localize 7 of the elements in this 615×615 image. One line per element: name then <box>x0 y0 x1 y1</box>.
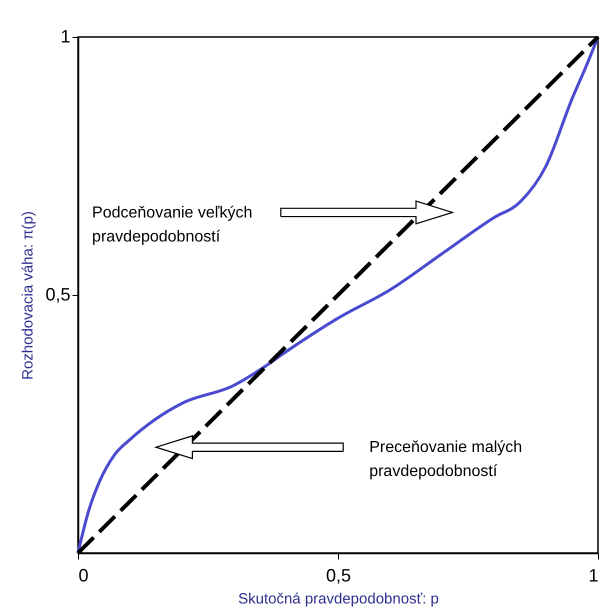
x-axis-title: Skutočná pravdepodobnosť: p <box>238 590 439 608</box>
annotation: Preceňovanie malých pravdepodobností <box>369 439 522 480</box>
x-tick-label: 0,5 <box>326 566 352 586</box>
x-tick-label: 0 <box>78 566 89 586</box>
x-tick-label: 1 <box>588 566 598 586</box>
annotation: Podceňovanie veľkých pravdepodobností <box>92 204 252 246</box>
y-axis-title: Rozhodovacia váha: π(p) <box>19 211 36 380</box>
